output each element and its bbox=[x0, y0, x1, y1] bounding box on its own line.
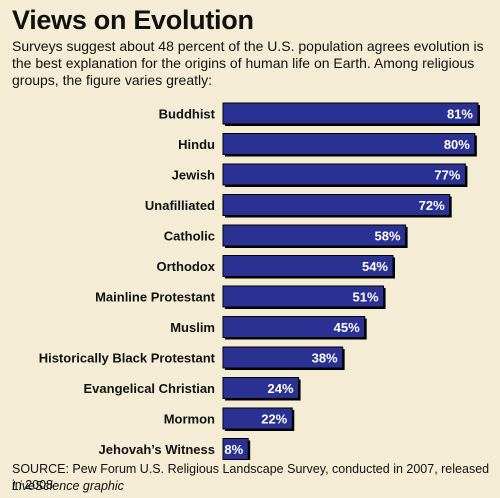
category-label: Buddhist bbox=[159, 107, 216, 122]
bar bbox=[222, 102, 479, 125]
graphic-credit: LiveScience graphic bbox=[12, 479, 124, 493]
bar bbox=[222, 438, 249, 460]
value-label: 77% bbox=[434, 168, 460, 183]
bar bbox=[222, 255, 394, 277]
value-label: 38% bbox=[312, 351, 338, 366]
bar bbox=[222, 133, 476, 155]
bar bbox=[222, 346, 344, 369]
bar bbox=[222, 407, 293, 430]
bar bbox=[222, 224, 407, 247]
category-label: Unafilliated bbox=[145, 198, 215, 213]
value-label: 80% bbox=[444, 137, 470, 152]
category-label: Orthodox bbox=[157, 259, 216, 274]
value-label: 8% bbox=[224, 442, 243, 457]
value-label: 81% bbox=[447, 107, 473, 122]
category-label: Jehovah’s Witness bbox=[99, 442, 215, 457]
category-label: Evangelical Christian bbox=[84, 381, 216, 396]
category-label: Mormon bbox=[164, 412, 215, 427]
category-label: Catholic bbox=[164, 229, 215, 244]
bar-chart: Buddhist 81% Hindu 80% Jewish 77% Unafilliated… bbox=[39, 102, 480, 460]
value-label: 72% bbox=[419, 198, 445, 213]
chart-title: Views on Evolution bbox=[12, 5, 254, 35]
value-label: 22% bbox=[261, 412, 287, 427]
category-label: Hindu bbox=[178, 137, 215, 152]
value-label: 24% bbox=[268, 381, 294, 396]
category-label: Jewish bbox=[172, 168, 215, 183]
value-label: 58% bbox=[375, 229, 401, 244]
chart-subtitle: Surveys suggest about 48 percent of the … bbox=[12, 38, 484, 88]
bar bbox=[222, 163, 466, 186]
value-label: 45% bbox=[334, 320, 360, 335]
bar bbox=[222, 316, 366, 338]
category-label: Muslim bbox=[170, 320, 215, 335]
bar bbox=[222, 285, 385, 308]
category-label: Historically Black Protestant bbox=[39, 351, 216, 366]
value-label: 51% bbox=[353, 290, 379, 305]
value-label: 54% bbox=[362, 259, 388, 274]
category-label: Mainline Protestant bbox=[95, 290, 216, 305]
bar bbox=[222, 194, 451, 216]
bar bbox=[222, 377, 300, 399]
source-note: SOURCE: Pew Forum U.S. Religious Landsca… bbox=[12, 462, 490, 492]
